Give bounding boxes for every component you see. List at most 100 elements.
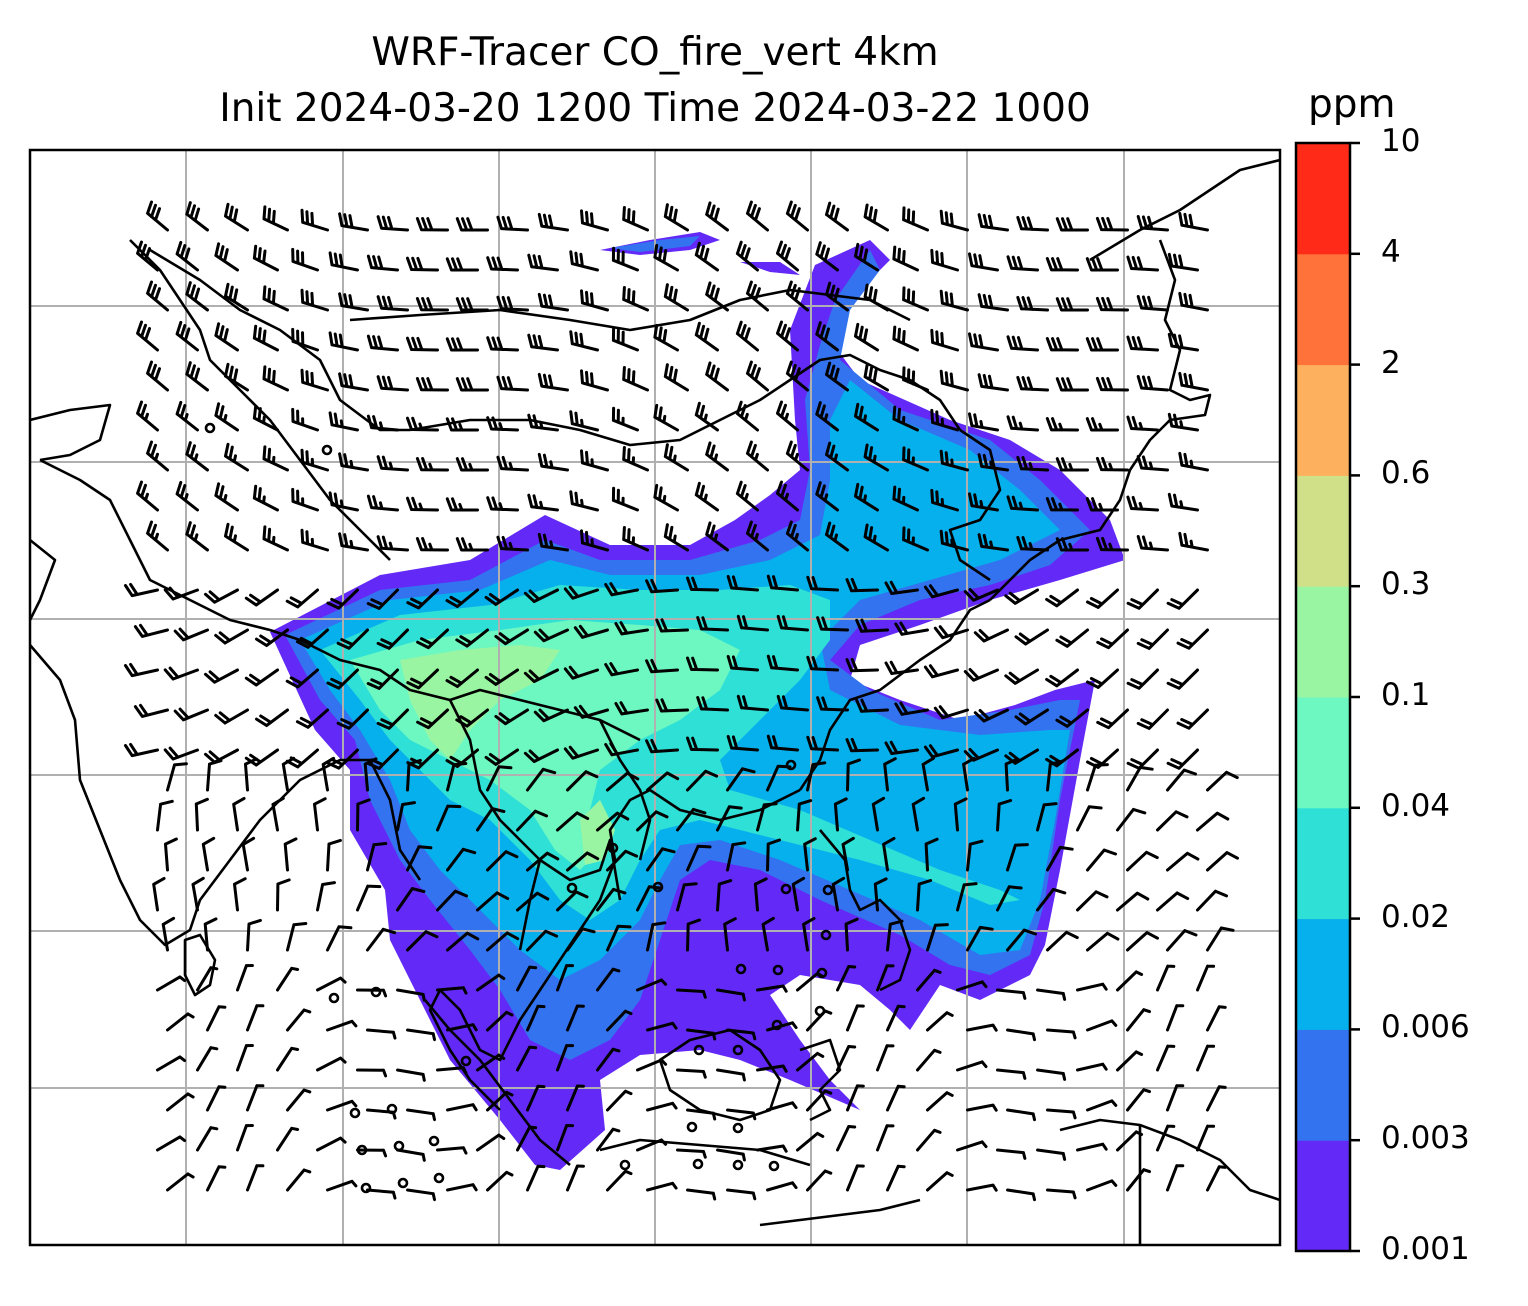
wind-barb	[1126, 668, 1159, 690]
wind-barb	[1176, 628, 1209, 650]
wind-barb	[262, 445, 289, 472]
calm-wind-marker	[393, 1140, 405, 1152]
colorbar-tick-label: 2	[1381, 344, 1401, 381]
wind-barb	[163, 586, 199, 601]
calm-wind-marker	[607, 842, 619, 854]
wind-barb	[845, 737, 879, 753]
wind-barb	[894, 621, 929, 636]
wind-barb	[376, 628, 409, 650]
wind-barb	[415, 457, 449, 472]
wind-barb	[161, 916, 176, 952]
wind-barb	[923, 664, 959, 679]
wind-barb	[766, 1181, 798, 1192]
wind-barb	[338, 452, 369, 472]
wind-barb	[663, 283, 689, 312]
wind-barb	[291, 247, 319, 272]
wind-barb	[338, 372, 369, 392]
tracer-contour-0.1	[400, 645, 560, 760]
wind-barb	[1016, 455, 1049, 472]
colorbar-tick-label: 10	[1381, 123, 1421, 159]
wind-barb	[313, 797, 327, 832]
wind-barb	[533, 628, 569, 643]
colorbar-unit-label: ppm	[1308, 82, 1396, 127]
wind-barb	[655, 618, 689, 633]
wind-barb	[486, 416, 519, 432]
wind-barb	[224, 202, 249, 232]
wind-barb	[694, 401, 719, 432]
wind-barb	[606, 849, 639, 872]
wind-barb	[1126, 765, 1154, 792]
wind-barb	[484, 588, 519, 606]
colorbar-segment	[1296, 253, 1350, 366]
wind-barb	[252, 404, 279, 432]
wind-barb	[316, 881, 336, 912]
wind-barb	[645, 738, 679, 754]
wind-barb	[882, 836, 896, 872]
wind-barb	[1004, 757, 1019, 792]
wind-barb	[831, 876, 846, 912]
wind-barb	[886, 1164, 906, 1192]
wind-barb	[930, 408, 959, 432]
wind-barb	[366, 842, 388, 872]
colorbar	[1296, 143, 1350, 1252]
wind-barb	[1045, 668, 1079, 688]
wind-barb	[446, 847, 477, 872]
wind-barb	[526, 851, 560, 872]
wind-barb	[926, 1091, 954, 1112]
wind-barb	[653, 323, 679, 352]
wind-barb	[746, 280, 769, 312]
wind-barb	[494, 708, 529, 726]
wind-barb	[746, 520, 769, 552]
wind-barb	[526, 1084, 546, 1112]
wind-barb	[415, 377, 449, 392]
calm-wind-marker	[735, 963, 747, 975]
calm-wind-marker	[771, 1019, 783, 1031]
wind-barb	[933, 705, 969, 720]
wind-barb	[930, 328, 959, 352]
wind-barb	[996, 1148, 1027, 1160]
wind-barbs	[124, 200, 1239, 1202]
wind-barb	[902, 526, 929, 552]
wind-barb	[1006, 495, 1039, 512]
colorbar-segment	[1296, 918, 1350, 1030]
wind-barb	[924, 837, 939, 872]
wind-barb	[415, 217, 449, 232]
wind-barb	[523, 588, 559, 603]
wind-barb	[285, 588, 319, 609]
wind-barb	[476, 973, 506, 992]
wind-barb	[636, 1138, 668, 1152]
wind-barb	[406, 1188, 436, 1202]
wind-barb	[686, 736, 719, 752]
wind-barb	[445, 588, 479, 608]
wind-barb	[285, 668, 319, 689]
wind-barb	[1206, 1005, 1227, 1032]
wind-barb	[415, 297, 449, 312]
wind-barb	[996, 1068, 1027, 1080]
wind-barb	[446, 762, 468, 792]
wind-barb	[516, 891, 550, 912]
wind-barb	[580, 289, 609, 312]
wind-barb	[785, 280, 809, 312]
wind-barb	[1086, 1019, 1118, 1032]
wind-barb	[968, 412, 999, 432]
wind-barb	[366, 927, 397, 952]
wind-barb	[1006, 255, 1039, 272]
wind-barb	[446, 931, 480, 952]
wind-barb	[356, 884, 382, 912]
wind-barb	[622, 286, 649, 312]
wind-barb	[236, 1044, 254, 1072]
wind-barb	[956, 1140, 988, 1152]
border-russia-mongolia	[349, 288, 911, 332]
wind-barb	[911, 796, 926, 832]
coastline-northeast-asia	[1089, 158, 1280, 262]
calm-wind-marker	[693, 1044, 705, 1056]
wind-barb	[716, 879, 733, 912]
wind-barb	[646, 1021, 678, 1032]
wind-barb	[736, 614, 769, 632]
wind-barb	[705, 201, 729, 232]
colorbar-tick-label: 0.006	[1381, 1009, 1470, 1046]
wind-barb	[863, 363, 889, 392]
wind-barb	[606, 1089, 633, 1112]
wind-barb	[761, 916, 775, 952]
